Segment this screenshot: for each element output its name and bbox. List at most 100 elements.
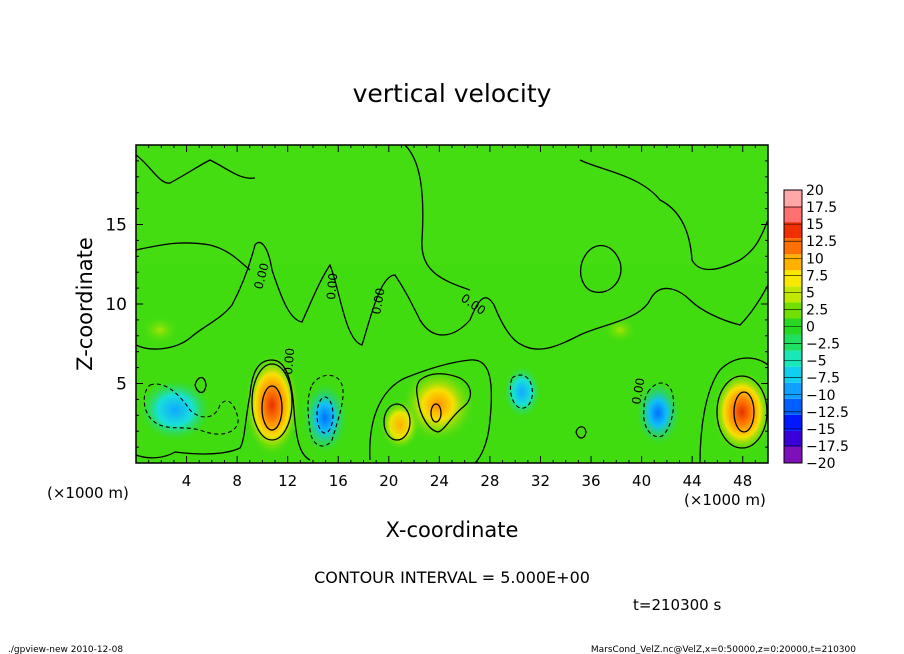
colorbar-label: −15 xyxy=(806,422,836,438)
colorbar-label: −17.5 xyxy=(806,439,849,455)
zero-contour xyxy=(579,159,768,271)
positive-contour xyxy=(430,403,442,423)
zero-contour xyxy=(699,357,768,463)
x-tick-label: 20 xyxy=(379,472,398,490)
x-axis-ticks: 4 8 12 16 20 24 28 32 36 40 44 48 xyxy=(148,145,756,490)
positive-contour xyxy=(416,373,472,433)
colorbar-swatch xyxy=(784,286,802,303)
x-tick-label: 48 xyxy=(733,472,752,490)
colorbar-label: 17.5 xyxy=(806,200,837,216)
colorbar-swatch xyxy=(784,366,802,383)
colorbar-swatch xyxy=(784,398,802,415)
footer-left: ./gpview-new 2010-12-08 xyxy=(8,645,123,654)
colorbar-swatch xyxy=(784,270,802,287)
weak-updraft-patch xyxy=(140,315,180,345)
zero-contour xyxy=(136,359,311,461)
positive-contour xyxy=(716,375,768,449)
contour-label: 0.00 xyxy=(251,261,271,290)
x-tick-label: 4 xyxy=(182,472,192,490)
y-axis-label: Z-coordinate xyxy=(73,237,97,371)
x-tick-label: 36 xyxy=(581,472,600,490)
zero-contour xyxy=(404,145,471,291)
x-tick-label: 28 xyxy=(480,472,499,490)
colorbar-label: −10 xyxy=(806,388,836,404)
zero-contour xyxy=(136,241,768,350)
zero-contour xyxy=(575,426,587,439)
contour-label: 0.00 xyxy=(281,347,297,375)
downdraft-patch xyxy=(504,367,540,417)
negative-contour xyxy=(143,383,239,435)
positive-contour xyxy=(251,363,293,441)
x-tick-label: 40 xyxy=(632,472,651,490)
colorbar-label: −2.5 xyxy=(806,337,840,353)
y-tick-label: 15 xyxy=(105,216,127,236)
zero-contour xyxy=(194,376,207,394)
positive-contour xyxy=(383,403,411,441)
colorbar-label: 10 xyxy=(806,251,824,267)
updraft-patch xyxy=(712,370,768,454)
colorbar-swatch xyxy=(784,254,802,271)
zero-contour xyxy=(369,359,493,463)
x-tick-label: 16 xyxy=(329,472,348,490)
colorbar-label: −7.5 xyxy=(806,371,840,387)
negative-contour xyxy=(307,374,344,447)
zero-contour xyxy=(580,245,622,293)
time-text: t=210300 s xyxy=(633,596,721,614)
y-tick-label: 5 xyxy=(116,375,127,395)
updraft-patch xyxy=(244,353,300,457)
updraft-patch xyxy=(380,400,420,450)
zero-contour xyxy=(136,242,251,271)
negative-contour xyxy=(316,396,334,434)
colorbar-label: −20 xyxy=(806,456,836,472)
contour-label: 0.00 xyxy=(369,287,387,316)
colorbar-swatch xyxy=(784,414,802,431)
zero-contour xyxy=(136,154,256,184)
plot-area: 0.00 0.00 0.00 0.00 0.00 0.00 xyxy=(136,145,768,463)
colorbar-swatch xyxy=(784,190,802,207)
x-tick-label: 44 xyxy=(683,472,702,490)
upper-band xyxy=(136,145,768,265)
contour-label: 0.00 xyxy=(629,377,647,406)
contour-label: 0.00 xyxy=(324,272,340,300)
colorbar-swatch xyxy=(784,334,802,351)
downdraft-patch xyxy=(140,380,210,440)
colorbar-swatch xyxy=(784,350,802,367)
downdraft-patch xyxy=(303,383,347,453)
colorbar-swatch xyxy=(784,222,802,239)
negative-contour xyxy=(643,382,675,438)
colorbar-label: 0 xyxy=(806,320,815,336)
x-tick-label: 32 xyxy=(531,472,550,490)
x-unit-right: (×1000 m) xyxy=(684,491,766,509)
x-tick-label: 24 xyxy=(430,472,449,490)
weak-updraft-patch xyxy=(602,316,638,344)
colorbar-swatch xyxy=(784,382,802,399)
negative-contour xyxy=(509,374,533,409)
colorbar-label: 15 xyxy=(806,217,824,233)
colorbar-swatch xyxy=(784,446,802,463)
contour-interval-text: CONTOUR INTERVAL = 5.000E+00 xyxy=(314,568,590,587)
y-axis-ticks: 5 10 15 xyxy=(105,160,768,448)
colorbar-swatch xyxy=(784,206,802,223)
colorbar-swatch xyxy=(784,430,802,447)
x-tick-label: 12 xyxy=(278,472,297,490)
colorbar-label: −12.5 xyxy=(806,405,849,421)
x-axis-label: X-coordinate xyxy=(386,518,519,542)
colorbar-label: 12.5 xyxy=(806,234,837,250)
colorbar-label: 20 xyxy=(806,183,824,199)
y-tick-label: 10 xyxy=(105,295,127,315)
colorbar-label: −5 xyxy=(806,354,827,370)
colorbar-label: 5 xyxy=(806,285,815,301)
colorbar-label: 2.5 xyxy=(806,302,828,318)
footer-right: MarsCond_VelZ.nc@VelZ,x=0:50000,z=0:2000… xyxy=(591,645,856,654)
colorbar-swatch xyxy=(784,238,802,255)
downdraft-patch xyxy=(636,381,680,445)
x-tick-label: 8 xyxy=(232,472,242,490)
positive-contour xyxy=(261,385,283,431)
x-unit-left: (×1000 m) xyxy=(47,484,129,502)
colorbar-label: 7.5 xyxy=(806,268,828,284)
positive-contour xyxy=(733,391,755,433)
colorbar-swatch xyxy=(784,302,802,319)
chart-title: vertical velocity xyxy=(353,79,552,108)
